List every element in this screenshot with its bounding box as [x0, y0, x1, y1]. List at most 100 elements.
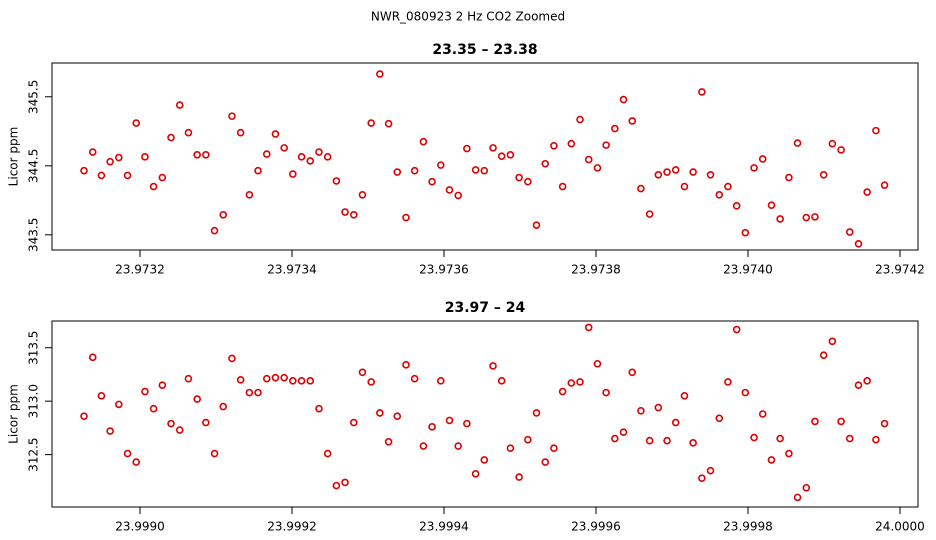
- point: [471, 470, 480, 478]
- point: [323, 153, 332, 161]
- x-tick-label: 23.9740: [723, 263, 773, 277]
- point: [567, 139, 576, 148]
- point: [410, 374, 419, 383]
- point: [506, 444, 515, 453]
- point: [724, 378, 732, 386]
- panel-title: 23.97 – 24: [445, 300, 526, 316]
- point: [315, 148, 323, 156]
- point: [758, 410, 767, 418]
- y-tick-label: 313.0: [27, 384, 41, 418]
- point: [811, 213, 819, 221]
- point: [645, 210, 654, 218]
- point: [828, 139, 837, 148]
- point: [236, 375, 245, 384]
- point: [306, 157, 315, 165]
- point: [741, 388, 750, 397]
- point: [576, 378, 584, 386]
- point: [419, 137, 428, 146]
- point: [149, 404, 158, 413]
- point: [97, 392, 106, 400]
- point: [611, 434, 619, 443]
- point: [497, 377, 506, 385]
- x-tick-label: 23.9738: [571, 263, 621, 277]
- point: [123, 449, 132, 458]
- point: [845, 434, 854, 443]
- point: [497, 152, 506, 160]
- point: [289, 377, 297, 385]
- point: [341, 208, 349, 216]
- point: [715, 414, 724, 423]
- point: [80, 166, 88, 175]
- point: [463, 144, 471, 153]
- point: [802, 213, 811, 222]
- point: [376, 409, 384, 417]
- point: [184, 128, 193, 137]
- point: [872, 126, 880, 135]
- point: [271, 130, 280, 138]
- point: [245, 190, 254, 199]
- point: [367, 119, 375, 127]
- point: [645, 436, 654, 445]
- x-tick-label: 23.9990: [115, 520, 165, 534]
- point: [132, 458, 141, 466]
- point: [219, 211, 228, 219]
- main-title: NWR_080923 2 Hz CO2 Zoomed: [371, 10, 565, 24]
- point: [680, 182, 689, 191]
- point: [602, 141, 610, 149]
- point: [532, 409, 541, 417]
- point: [341, 478, 349, 487]
- point: [828, 337, 837, 346]
- point: [167, 419, 175, 428]
- point: [776, 434, 784, 443]
- point: [524, 177, 532, 186]
- point: [541, 159, 550, 168]
- point: [437, 377, 445, 385]
- point: [689, 439, 697, 447]
- point: [837, 417, 845, 426]
- point: [663, 436, 671, 445]
- point: [767, 456, 776, 464]
- y-tick-label: 345.5: [27, 80, 41, 114]
- point: [80, 412, 88, 420]
- point: [149, 182, 158, 191]
- point: [654, 403, 663, 412]
- point: [306, 377, 315, 385]
- point: [880, 419, 889, 428]
- point: [297, 153, 306, 161]
- y-tick-label: 312.5: [27, 437, 41, 471]
- point: [750, 164, 758, 172]
- point: [732, 325, 741, 334]
- point: [141, 387, 149, 396]
- point: [863, 188, 871, 196]
- point: [219, 402, 228, 411]
- point: [532, 221, 541, 229]
- point: [593, 164, 602, 172]
- point: [106, 157, 114, 166]
- point: [158, 381, 167, 389]
- point: [349, 418, 358, 427]
- point: [758, 155, 767, 163]
- point: [715, 190, 724, 199]
- point: [602, 388, 610, 397]
- point: [193, 150, 201, 159]
- point: [254, 388, 262, 397]
- point: [106, 427, 114, 435]
- point: [689, 168, 697, 176]
- point: [123, 171, 132, 180]
- point: [584, 155, 593, 164]
- x-tick-label: 24.0000: [875, 520, 925, 534]
- point: [698, 88, 706, 96]
- point: [271, 373, 280, 382]
- point: [550, 142, 558, 150]
- point: [175, 426, 184, 434]
- point: [384, 119, 393, 128]
- point: [515, 473, 523, 481]
- point: [480, 166, 489, 175]
- point: [584, 323, 593, 332]
- plot-frame: [51, 62, 919, 251]
- point: [393, 412, 402, 420]
- point: [410, 166, 419, 175]
- point: [541, 458, 550, 466]
- x-tick-label: 23.9994: [419, 520, 469, 534]
- point: [880, 181, 889, 189]
